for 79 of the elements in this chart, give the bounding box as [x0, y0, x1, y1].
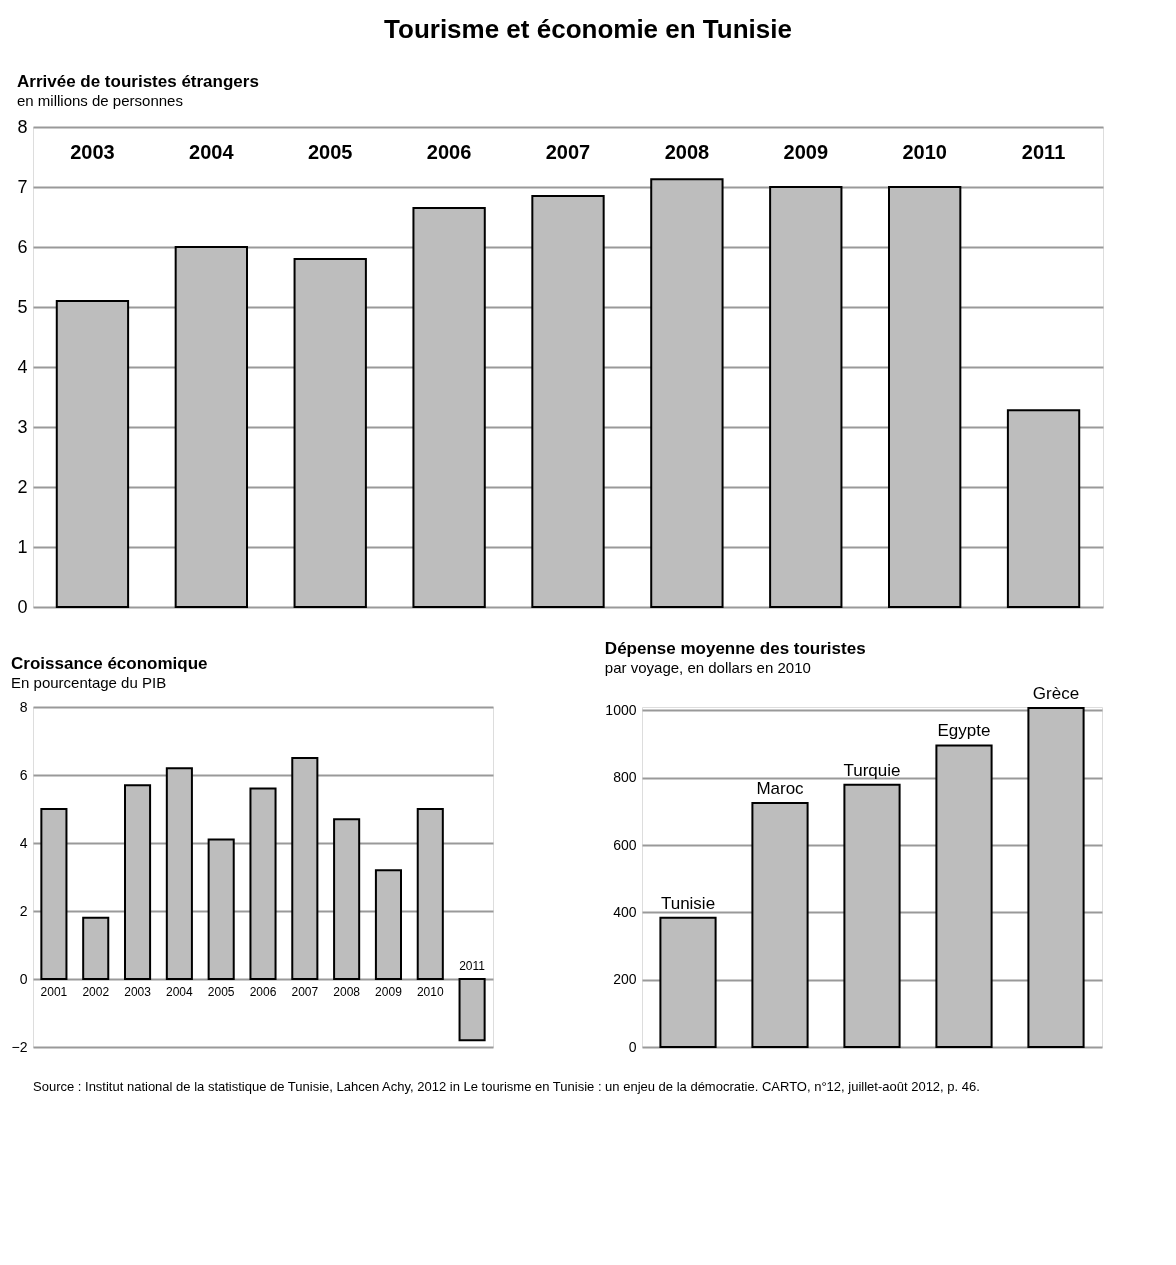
- bar: [207, 838, 235, 980]
- bar: [165, 767, 193, 980]
- y-tick-label: 0: [628, 1038, 637, 1055]
- bar: [769, 186, 843, 608]
- x-tick-label: 2010: [902, 141, 947, 163]
- bar: [416, 808, 444, 980]
- chart-title: Croissance économique: [11, 654, 208, 673]
- x-tick-label: 2005: [207, 985, 235, 999]
- x-tick-label: 2005: [307, 141, 353, 163]
- bar: [935, 744, 993, 1048]
- y-tick-label: 400: [613, 903, 637, 920]
- bar: [333, 818, 361, 980]
- x-tick-label: 2004: [166, 985, 194, 999]
- y-tick-label: 8: [19, 698, 28, 715]
- y-tick-label: 4: [17, 356, 28, 377]
- y-tick-label: 6: [17, 236, 28, 257]
- y-tick-label: 8: [17, 116, 28, 137]
- bar: [659, 916, 717, 1048]
- x-tick-label: 2006: [249, 985, 277, 999]
- y-tick-label: 600: [613, 836, 637, 853]
- x-tick-label: 2003: [70, 141, 115, 163]
- y-tick-label: 0: [19, 970, 28, 987]
- x-tick-label: 2011: [459, 959, 486, 973]
- bar: [458, 978, 486, 1042]
- y-tick-label: 4: [19, 834, 28, 851]
- bar: [751, 801, 809, 1048]
- y-tick-label: −2: [11, 1038, 28, 1055]
- x-tick-label: 2007: [545, 141, 591, 163]
- y-tick-label: 200: [613, 971, 637, 988]
- x-tick-label: Tunisie: [660, 893, 716, 913]
- x-tick-label: 2010: [416, 985, 444, 999]
- y-tick-label: 800: [613, 769, 637, 786]
- x-tick-label: 2004: [189, 141, 235, 163]
- y-tick-label: 7: [17, 176, 28, 197]
- x-tick-label: Egypte: [937, 721, 991, 741]
- bar: [40, 808, 68, 980]
- bar: [1027, 707, 1085, 1048]
- chart-title: Arrivée de touristes étrangers: [16, 72, 259, 91]
- source-note: Source : Institut national de la statistique de Tunisie, Lahcen Achy, 2012 in Le tourisme en Tunisie : un enjeu de la démocratie. CARTO, n°12, juillet-août 2012, p. 46.: [33, 1079, 980, 1094]
- bar: [82, 916, 110, 980]
- chart-subtitle: en millions de personnes: [16, 92, 183, 109]
- y-tick-label: 3: [17, 416, 28, 437]
- bar: [124, 784, 152, 980]
- x-tick-label: 2001: [40, 985, 68, 999]
- bar: [531, 195, 605, 608]
- x-tick-label: 2003: [124, 985, 152, 999]
- bar: [843, 783, 901, 1048]
- x-tick-label: Maroc: [756, 778, 805, 798]
- bar: [1006, 409, 1081, 608]
- x-tick-label: 2008: [333, 985, 361, 999]
- y-tick-label: 2: [19, 902, 28, 919]
- text: Tourisme et économie en Tunisie: [384, 14, 792, 44]
- chart-subtitle: par voyage, en dollars en 2010: [604, 659, 811, 677]
- x-tick-label: Turquie: [843, 760, 901, 780]
- x-tick-label: 2007: [291, 985, 319, 999]
- x-tick-label: 2011: [1021, 141, 1066, 163]
- x-tick-label: 2009: [783, 141, 829, 163]
- bar: [412, 207, 486, 608]
- y-tick-label: 6: [19, 766, 28, 783]
- y-tick-label: 5: [17, 296, 28, 317]
- chart-title: Dépense moyenne des touristes: [604, 639, 866, 659]
- bar: [293, 258, 367, 608]
- bar: [650, 178, 724, 608]
- x-tick-label: 2008: [664, 141, 710, 163]
- bar: [888, 186, 962, 608]
- bar: [249, 787, 277, 980]
- bar: [374, 869, 402, 980]
- bar: [291, 757, 319, 980]
- chart-subtitle: En pourcentage du PIB: [11, 674, 167, 691]
- bar: [174, 246, 248, 608]
- y-tick-label: 2: [17, 476, 28, 497]
- x-tick-label: 2006: [426, 141, 472, 163]
- y-tick-label: 1000: [605, 701, 637, 718]
- y-tick-label: 0: [17, 596, 28, 617]
- x-tick-label: Grèce: [1032, 684, 1080, 704]
- x-tick-label: 2009: [375, 985, 403, 999]
- bar: [55, 300, 130, 608]
- y-tick-label: 1: [17, 536, 28, 557]
- x-tick-label: 2002: [82, 985, 110, 999]
